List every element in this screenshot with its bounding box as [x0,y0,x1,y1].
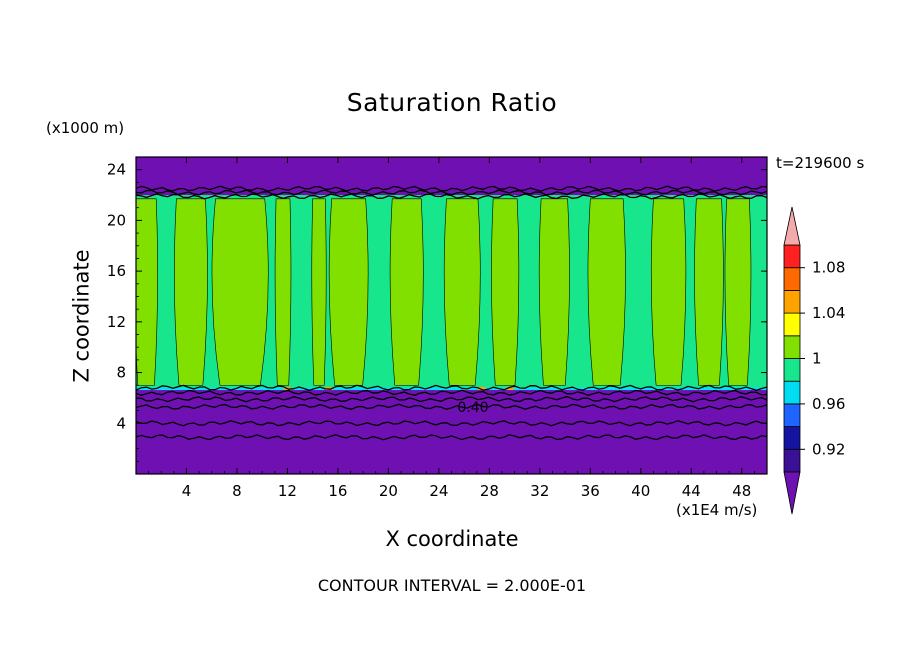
x-tick-label: 28 [480,482,499,500]
x-axis: 4 8 12 16 20 24 28 32 36 40 44 48 [148,157,755,500]
colorbar-label: 1.08 [812,259,845,277]
field-band-9 [538,198,570,386]
field-base-edge [136,387,767,391]
field-band-8 [491,198,520,386]
colorbar-under-arrow [783,471,801,515]
contour-line-7 [136,189,767,196]
time-label: t=219600 s [776,154,865,172]
colorbar-label: 1.04 [812,304,845,322]
contour-line-0 [136,434,767,441]
colorbar-swatch-8 [783,267,801,291]
plot-field [136,157,767,474]
field-spot-3 [505,387,514,391]
contour-line-1 [136,420,767,427]
colorbar: 1.08 1.04 1 0.96 0.92 [783,206,845,515]
y-axis-units: (x1000 m) [46,119,125,137]
contour-label: 0.40 [457,400,488,416]
colorbar-swatch-5 [783,335,801,359]
x-tick-label: 24 [429,482,448,500]
y-tick-label: 4 [116,414,126,432]
field-band-1 [174,198,208,386]
y-tick-label: 16 [107,262,126,280]
chart-title: Saturation Ratio [346,88,558,117]
colorbar-swatch-7 [783,289,801,314]
x-tick-label: 4 [182,482,192,500]
colorbar-swatch-1 [783,426,801,450]
x-axis-title: X coordinate [385,527,519,551]
x-tick-label: 16 [328,482,347,500]
x-axis-units: (x1E4 m/s) [676,501,758,519]
y-tick-label: 8 [116,364,126,382]
y-axis: 4 8 12 16 20 24 [107,161,767,462]
colorbar-over-arrow [783,206,801,246]
x-tick-label: 20 [379,482,398,500]
field-spot-2 [477,387,486,391]
x-tick-label: 48 [732,482,751,500]
y-tick-label: 12 [107,313,126,331]
colorbar-swatch-6 [783,312,801,337]
field-band-2 [211,198,269,386]
contour-line-3 [136,396,767,403]
colorbar-label: 0.92 [812,440,845,458]
contour-line-5 [136,384,767,391]
colorbar-label: 1 [812,350,822,368]
x-tick-label: 44 [682,482,701,500]
y-tick-label: 20 [107,211,126,229]
x-tick-label: 36 [581,482,600,500]
x-tick-label: 12 [278,482,297,500]
field-band-3 [274,198,292,386]
field-band-11 [650,198,687,386]
colorbar-swatch-4 [783,358,801,382]
field-band-13 [724,198,752,386]
contour-interval-note: CONTOUR INTERVAL = 2.000E-01 [317,576,587,595]
x-tick-label: 32 [530,482,549,500]
contour-line-2 [136,403,767,410]
colorbar-swatch-0 [783,448,801,473]
field-band-10 [587,198,626,386]
colorbar-swatch-9 [783,244,801,269]
contour-line-6 [136,193,767,200]
field-band-5 [328,198,369,386]
field-band-12 [694,198,724,386]
contour-lines: 0.40 [136,185,767,441]
field-band-6 [389,198,424,386]
x-tick-label: 40 [631,482,650,500]
field-band-7 [443,198,481,386]
field-band-0 [136,198,158,386]
x-tick-label: 8 [232,482,242,500]
colorbar-label: 0.96 [812,395,845,413]
y-tick-label: 24 [107,161,126,179]
colorbar-swatch-3 [783,380,801,405]
contour-line-4 [136,389,767,396]
field-band-4 [311,198,327,386]
contour-line-8 [136,185,767,192]
colorbar-swatch-2 [783,403,801,427]
